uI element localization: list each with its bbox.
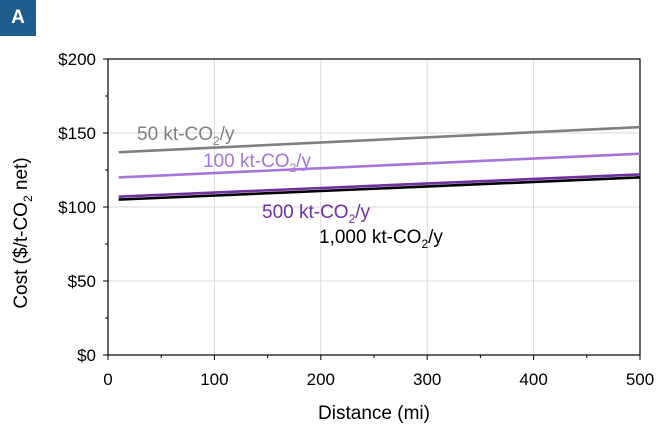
y-tick-labels: $0 $50 $100 $150 $200: [58, 50, 96, 365]
y-axis-title-subscript: 2: [21, 195, 35, 202]
series-label: 500 kt-CO2/y: [262, 202, 371, 226]
series-line: [118, 125, 641, 154]
y-tick-label: $150: [58, 124, 96, 143]
series-label: 1,000 kt-CO2/y: [319, 227, 443, 251]
y-axis-title-tail: net): [11, 157, 32, 195]
x-tick-label: 300: [413, 370, 441, 389]
plot-border: [103, 58, 641, 360]
series-label: 100 kt-CO2/y: [203, 151, 312, 175]
x-axis-title: Distance (mi): [318, 403, 430, 424]
series-lines: [118, 125, 641, 201]
x-tick-label: 100: [200, 370, 228, 389]
y-axis-title: Cost ($/t-CO2 net): [11, 157, 35, 308]
x-tick-label: 200: [307, 370, 335, 389]
series-line: [118, 176, 641, 201]
y-tick-label: $0: [77, 346, 96, 365]
y-axis-title-main: Cost ($/t-CO: [11, 202, 32, 309]
x-tick-labels: 0 100 200 300 400 500: [103, 370, 654, 389]
y-tick-label: $200: [58, 50, 96, 69]
x-tick-label: 400: [519, 370, 547, 389]
series-line: [118, 173, 641, 198]
series-label: 50 kt-CO2/y: [137, 124, 235, 148]
y-tick-label: $100: [58, 198, 96, 217]
x-tick-label: 0: [103, 370, 112, 389]
gridlines: [108, 59, 640, 355]
series-line: [118, 152, 641, 179]
y-tick-label: $50: [68, 272, 96, 291]
series-labels: 50 kt-CO2/y 100 kt-CO2/y 500 kt-CO2/y1,000…: [137, 124, 443, 251]
x-tick-label: 500: [626, 370, 654, 389]
panel-label: A: [0, 0, 36, 36]
